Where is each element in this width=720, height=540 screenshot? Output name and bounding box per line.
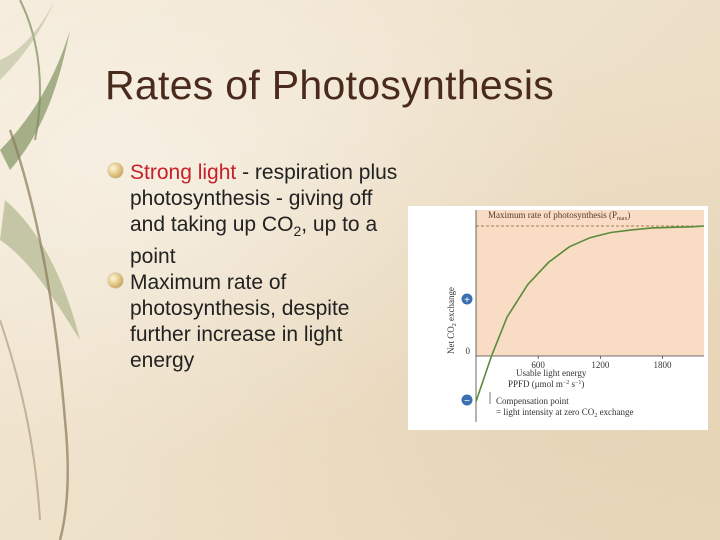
plus-sign: +: [464, 295, 470, 306]
x-tick-label: 1200: [591, 360, 610, 370]
leaf-decoration: [0, 0, 80, 540]
x-axis-label-line1: Usable light energy: [516, 368, 587, 378]
y-axis-label: Net CO2 exchange: [446, 287, 458, 354]
subscript: 2: [293, 223, 302, 240]
bullet-text-tail: , up to a point: [130, 213, 378, 269]
x-tick-label: 600: [531, 360, 545, 370]
photosynthesis-figure: Maximum rate of photosynthesis (Pmax) Ne…: [408, 206, 708, 430]
highlight-text: Strong light: [130, 161, 237, 184]
response-curve: [475, 225, 705, 402]
bullet-text: Maximum rate of photosynthesis, despite …: [130, 271, 350, 373]
plot-shading: [476, 210, 704, 356]
bullet-dot-icon: [108, 273, 123, 289]
plus-icon: [461, 293, 473, 305]
compensation-label-line1: Compensation point: [496, 396, 569, 406]
light-response-chart: Maximum rate of photosynthesis (Pmax) Ne…: [446, 210, 705, 422]
zero-label: 0: [466, 346, 471, 356]
minus-icon: [461, 394, 473, 406]
bullet-list: Strong light - respiration plus photosyn…: [108, 160, 398, 374]
compensation-label-line2: = light intensity at zero CO2 exchange: [496, 407, 634, 419]
bullet-text: - respiration plus photosynthesis - givi…: [130, 161, 398, 236]
x-axis-label-line2: PPFD (μmol m−2 s−1): [508, 379, 584, 389]
x-tick-label: 1800: [654, 360, 673, 370]
bullet-item-maximum-rate: Maximum rate of photosynthesis, despite …: [108, 270, 398, 374]
max-rate-label: Maximum rate of photosynthesis (Pmax): [488, 210, 630, 222]
x-ticks: 600 1200 1800: [531, 356, 672, 370]
bullet-dot-icon: [108, 163, 123, 178]
bullet-item-strong-light: Strong light - respiration plus photosyn…: [108, 160, 398, 270]
slide-title: Rates of Photosynthesis: [105, 62, 555, 108]
minus-sign: −: [464, 396, 470, 407]
